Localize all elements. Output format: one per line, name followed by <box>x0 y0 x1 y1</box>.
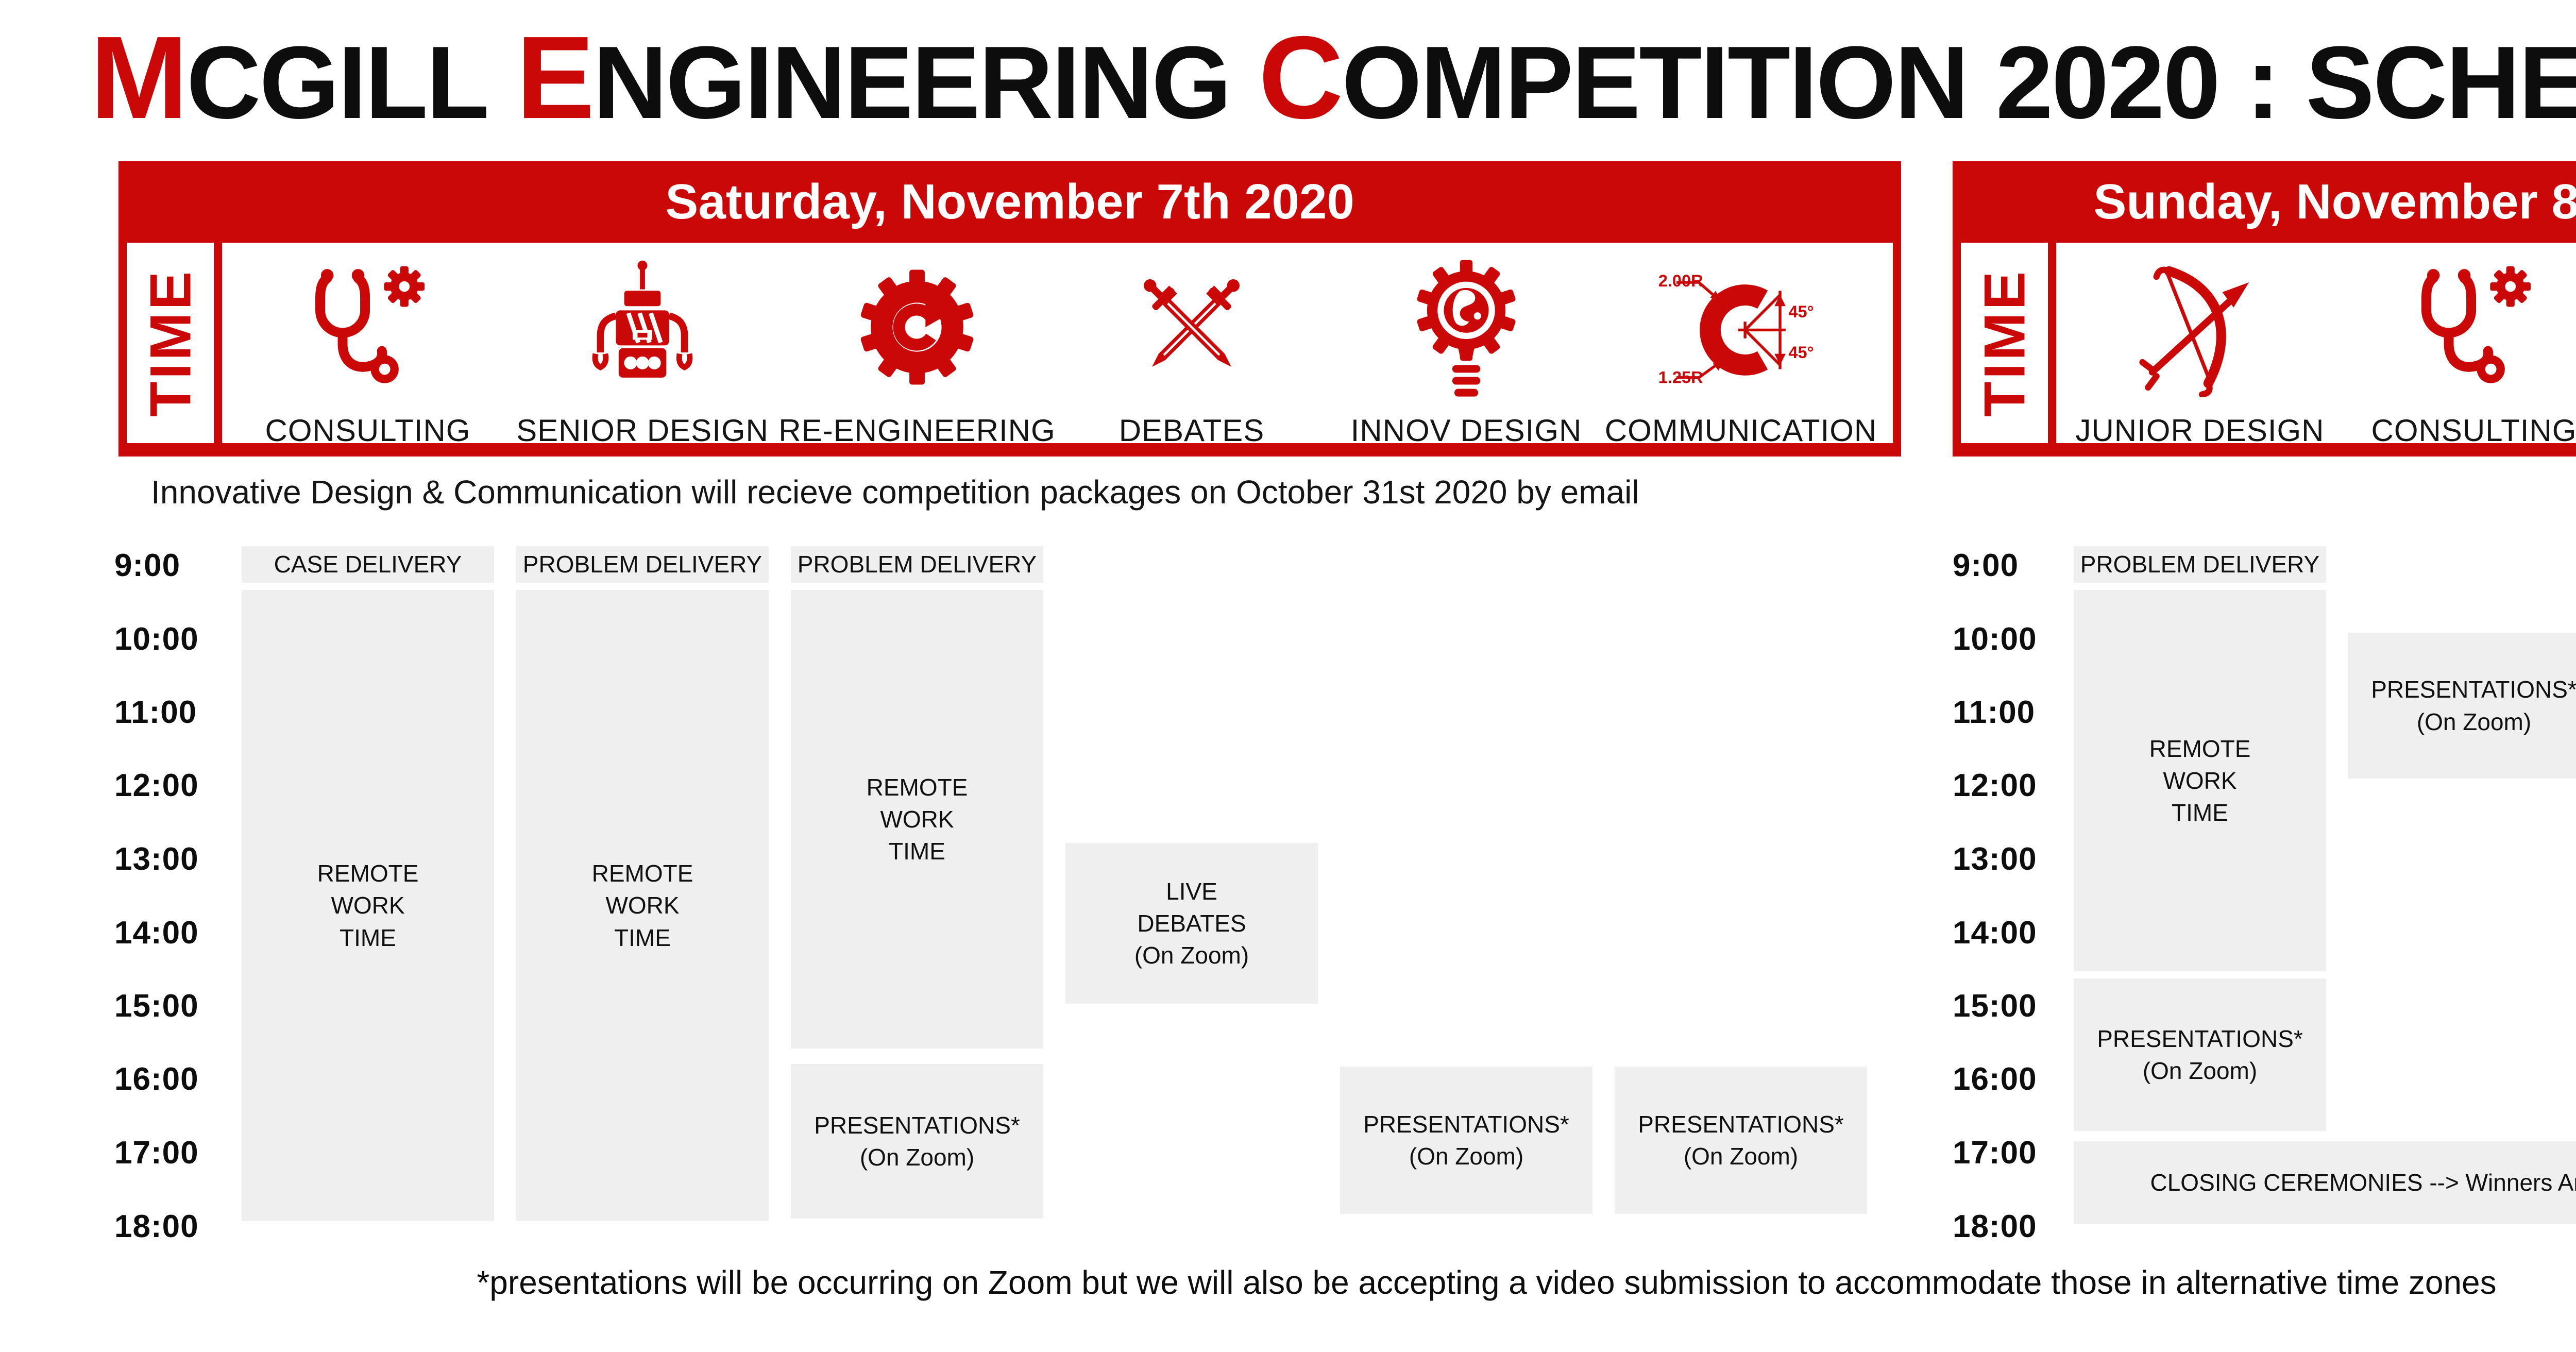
category-label: JUNIOR DESIGN <box>2075 413 2325 448</box>
time-label: 15:00 <box>114 988 199 1024</box>
title-word-engineering: ENGINEERING <box>516 12 1232 143</box>
packages-note: Innovative Design & Communication will r… <box>151 474 1639 511</box>
robot-icon <box>592 260 693 378</box>
event-block: PRESENTATIONS* (On Zoom) <box>2074 978 2326 1131</box>
time-label: 15:00 <box>1953 988 2037 1024</box>
time-label: 18:00 <box>114 1209 199 1244</box>
time-label: 16:00 <box>1953 1061 2037 1097</box>
event-block: PROBLEM DELIVERY <box>516 546 769 583</box>
panel-border-bottom <box>118 443 1901 457</box>
category-label: CONSULTING <box>265 413 471 448</box>
saturday-category-row: TIME <box>118 243 1901 457</box>
event-block: REMOTE WORK TIME <box>242 590 494 1221</box>
event-block: PROBLEM DELIVERY <box>2074 546 2326 583</box>
event-block: PRESENTATIONS* (On Zoom) <box>2348 633 2576 779</box>
title-suffix: 2020 : SCHEDULE <box>1995 25 2576 140</box>
category-consulting: CONSULTING <box>242 243 494 448</box>
title-word-competition: COMPETITION <box>1258 12 1969 143</box>
time-label: 10:00 <box>114 621 199 657</box>
category-label: INNOV DESIGN <box>1350 413 1582 448</box>
time-axis-divider <box>214 243 222 457</box>
category-label: CONSULTING <box>2371 413 2576 448</box>
saturday-header: Saturday, November 7th 2020 <box>118 161 1901 243</box>
event-block: PRESENTATIONS* (On Zoom) <box>791 1064 1043 1219</box>
stethoscope-gear-icon <box>315 266 425 383</box>
time-label: 13:00 <box>114 841 199 877</box>
time-axis-divider <box>2048 243 2056 457</box>
time-label: 17:00 <box>114 1135 199 1171</box>
time-label: 11:00 <box>1953 695 2036 730</box>
time-label: 14:00 <box>114 915 199 951</box>
dim-angle-lower: 45° <box>1788 343 1814 362</box>
event-block: LIVE DEBATES (On Zoom) <box>1065 843 1318 1004</box>
category-senior-design: SENIOR DESIGN <box>516 243 769 448</box>
dim-angle-upper: 45° <box>1788 302 1814 321</box>
event-block: CASE DELIVERY <box>242 546 494 583</box>
sunday-header: Sunday, November 8th 2020 <box>1953 161 2576 243</box>
category-label: DEBATES <box>1118 413 1265 448</box>
gear-globe-lightbulb-icon <box>1417 260 1516 397</box>
category-junior-design: JUNIOR DESIGN <box>2074 243 2326 448</box>
time-label: 10:00 <box>1953 621 2037 657</box>
presentations-footnote: *presentations will be occurring on Zoom… <box>477 1264 2497 1301</box>
category-label: RE-ENGINEERING <box>778 413 1056 448</box>
panel-border-left <box>118 243 127 457</box>
category-debates: DEBATES <box>1065 243 1318 448</box>
event-block: PROBLEM DELIVERY <box>791 546 1043 583</box>
stethoscope-gear-icon <box>2421 266 2531 383</box>
time-label: 9:00 <box>114 548 181 583</box>
gear-rotation-icon <box>860 269 974 385</box>
sunday-category-row: TIME JUNIOR D <box>1953 243 2576 457</box>
event-block-closing-ceremonies: CLOSING CEREMONIES --> Winners Announced… <box>2074 1141 2576 1224</box>
time-label: 12:00 <box>114 768 199 803</box>
time-label: 14:00 <box>1953 915 2037 951</box>
dim-inner-radius: 1.25R <box>1658 368 1703 387</box>
category-label: COMMUNICATION <box>1604 413 1877 448</box>
bow-arrow-icon <box>2139 266 2249 397</box>
sunday-time-axis-label: TIME <box>1972 268 2037 417</box>
category-label: SENIOR DESIGN <box>516 413 769 448</box>
panel-border-left <box>1953 243 1961 457</box>
time-label: 12:00 <box>1953 768 2037 803</box>
category-communication: 2.00R 45° 45° 1.25R COMMUNICATION <box>1605 243 1877 448</box>
saturday-panel: Saturday, November 7th 2020 TIME <box>118 161 1901 457</box>
event-block: REMOTE WORK TIME <box>791 590 1043 1049</box>
time-label: 11:00 <box>114 695 197 730</box>
event-block: PRESENTATIONS* (On Zoom) <box>1340 1067 1592 1214</box>
event-block: PRESENTATIONS* (On Zoom) <box>1615 1067 1867 1214</box>
saturday-time-axis-label: TIME <box>138 268 202 417</box>
sunday-panel: Sunday, November 8th 2020 TIME <box>1953 161 2576 457</box>
time-label: 17:00 <box>1953 1135 2037 1171</box>
event-block: REMOTE WORK TIME <box>516 590 769 1221</box>
crossed-swords-icon <box>1143 279 1240 367</box>
category-re-engineering: RE-ENGINEERING <box>778 243 1055 448</box>
category-consulting: CONSULTING <box>2348 243 2576 448</box>
time-label: 13:00 <box>1953 841 2037 877</box>
dim-outer-radius: 2.00R <box>1658 271 1703 290</box>
time-label: 9:00 <box>1953 548 2019 583</box>
panel-border-right <box>1893 243 1901 457</box>
time-label: 18:00 <box>1953 1209 2037 1244</box>
panel-border-bottom <box>1953 443 2576 457</box>
technical-drawing-icon: 2.00R 45° 45° 1.25R <box>1658 271 1814 387</box>
time-label: 16:00 <box>114 1061 199 1097</box>
title-word-mcgill: MCGILL <box>90 12 489 143</box>
event-block: REMOTE WORK TIME <box>2074 590 2326 971</box>
category-innov-design: INNOV DESIGN <box>1340 243 1592 448</box>
